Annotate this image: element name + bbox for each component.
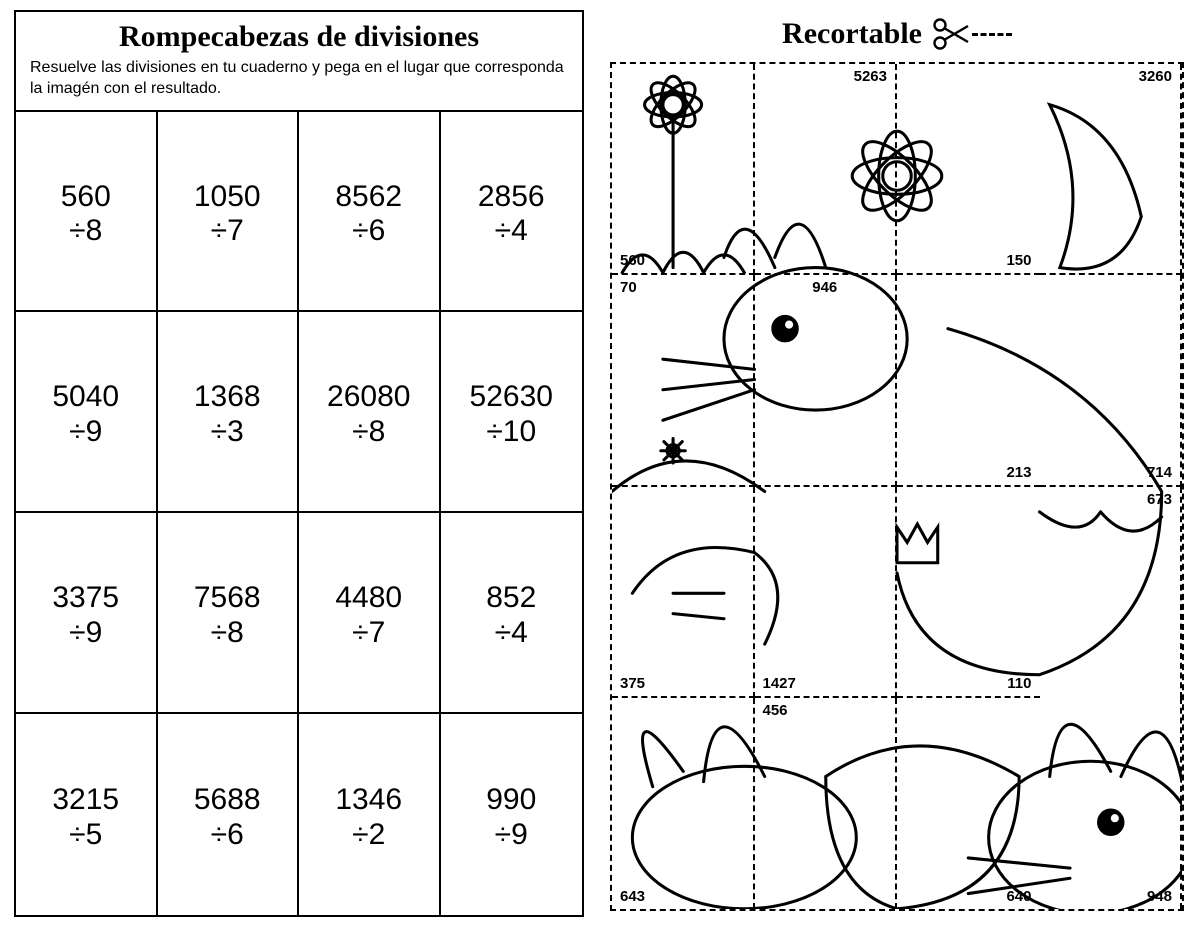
tile-number: 3260 bbox=[1135, 66, 1176, 87]
tile-number: 714 bbox=[1143, 462, 1176, 483]
division-cell: 3215÷5 bbox=[16, 714, 158, 915]
divisor: ÷3 bbox=[211, 415, 244, 450]
tile-number: 110 bbox=[1003, 673, 1035, 694]
divisor: ÷8 bbox=[352, 415, 385, 450]
divisor: ÷5 bbox=[69, 818, 102, 853]
cut-line bbox=[972, 33, 1012, 36]
divisor: ÷4 bbox=[495, 214, 528, 249]
dividend: 8562 bbox=[335, 180, 402, 215]
division-grid: 560÷81050÷78562÷62856÷45040÷91368÷326080… bbox=[16, 110, 582, 915]
division-cell: 1050÷7 bbox=[158, 112, 300, 313]
divisor: ÷8 bbox=[69, 214, 102, 249]
tile-number: 640 bbox=[1002, 886, 1035, 907]
dividend: 990 bbox=[486, 783, 536, 818]
dividend: 2856 bbox=[478, 180, 545, 215]
division-puzzle-panel: Rompecabezas de divisiones Resuelve las … bbox=[14, 10, 584, 917]
cutout-tile: 643 bbox=[612, 698, 755, 909]
cutout-tile: 640 bbox=[897, 698, 1040, 909]
dividend: 3375 bbox=[52, 581, 119, 616]
dividend: 7568 bbox=[194, 581, 261, 616]
dividend: 560 bbox=[61, 180, 111, 215]
cutout-tile: 714 bbox=[1040, 275, 1183, 486]
division-cell: 2856÷4 bbox=[441, 112, 583, 313]
tile-number: 1427 bbox=[759, 673, 800, 694]
division-cell: 1368÷3 bbox=[158, 312, 300, 513]
division-cell: 4480÷7 bbox=[299, 513, 441, 714]
cutout-tile: 375 bbox=[612, 487, 755, 698]
left-instructions: Resuelve las divisiones en tu cuaderno y… bbox=[30, 58, 568, 100]
cutout-grid: 560 5263 150 3260 70 946 213 714 375 1427 110 673 64… bbox=[610, 62, 1184, 911]
tile-number: 560 bbox=[616, 250, 649, 271]
scissors-icon bbox=[930, 17, 1012, 51]
right-header: Recortable bbox=[608, 10, 1186, 58]
divisor: ÷2 bbox=[352, 818, 385, 853]
divisor: ÷7 bbox=[211, 214, 244, 249]
divisor: ÷9 bbox=[495, 818, 528, 853]
cutout-tile: 70 bbox=[612, 275, 755, 486]
division-cell: 560÷8 bbox=[16, 112, 158, 313]
cutout-tile: 3260 bbox=[1040, 64, 1183, 275]
divisor: ÷4 bbox=[495, 616, 528, 651]
division-cell: 1346÷2 bbox=[299, 714, 441, 915]
divisor: ÷6 bbox=[211, 818, 244, 853]
left-title: Rompecabezas de divisiones bbox=[30, 20, 568, 54]
division-cell: 26080÷8 bbox=[299, 312, 441, 513]
dividend: 5040 bbox=[52, 380, 119, 415]
dividend: 5688 bbox=[194, 783, 261, 818]
left-header: Rompecabezas de divisiones Resuelve las … bbox=[16, 12, 582, 110]
divisor: ÷6 bbox=[352, 214, 385, 249]
tile-number: 150 bbox=[1002, 250, 1035, 271]
worksheet-page: Rompecabezas de divisiones Resuelve las … bbox=[0, 0, 1200, 927]
cutout-tile: 946 bbox=[755, 275, 898, 486]
tile-number: 5263 bbox=[850, 66, 891, 87]
dividend: 3215 bbox=[52, 783, 119, 818]
cutout-tile: 560 bbox=[612, 64, 755, 275]
division-cell: 5688÷6 bbox=[158, 714, 300, 915]
cutout-tile: 213 bbox=[897, 275, 1040, 486]
division-cell: 3375÷9 bbox=[16, 513, 158, 714]
divisor: ÷7 bbox=[352, 616, 385, 651]
cutout-tile: 5263 bbox=[755, 64, 898, 275]
cutout-tile: 1427 bbox=[755, 487, 898, 698]
divisor: ÷9 bbox=[69, 415, 102, 450]
division-cell: 852÷4 bbox=[441, 513, 583, 714]
division-cell: 990÷9 bbox=[441, 714, 583, 915]
tile-number: 643 bbox=[616, 886, 649, 907]
divisor: ÷9 bbox=[69, 616, 102, 651]
division-cell: 8562÷6 bbox=[299, 112, 441, 313]
dividend: 1346 bbox=[335, 783, 402, 818]
dividend: 26080 bbox=[327, 380, 410, 415]
dividend: 1368 bbox=[194, 380, 261, 415]
tile-number: 70 bbox=[616, 277, 641, 298]
dividend: 1050 bbox=[194, 180, 261, 215]
cutout-tile: 150 bbox=[897, 64, 1040, 275]
division-cell: 5040÷9 bbox=[16, 312, 158, 513]
cutout-tile: 673 bbox=[1040, 487, 1183, 698]
right-title: Recortable bbox=[782, 17, 922, 51]
division-cell: 52630÷10 bbox=[441, 312, 583, 513]
dividend: 52630 bbox=[470, 380, 553, 415]
divisor: ÷10 bbox=[486, 415, 536, 450]
dividend: 852 bbox=[486, 581, 536, 616]
tile-number: 456 bbox=[759, 700, 792, 721]
dividend: 4480 bbox=[335, 581, 402, 616]
division-cell: 7568÷8 bbox=[158, 513, 300, 714]
tile-number: 946 bbox=[808, 277, 841, 298]
tile-number: 673 bbox=[1143, 489, 1176, 510]
cutout-panel: Recortable bbox=[608, 10, 1186, 917]
cutout-tile: 110 bbox=[897, 487, 1040, 698]
divisor: ÷8 bbox=[211, 616, 244, 651]
tile-number: 375 bbox=[616, 673, 649, 694]
cutout-tile: 948 bbox=[1040, 698, 1183, 909]
tile-number: 213 bbox=[1002, 462, 1035, 483]
cutout-tile: 456 bbox=[755, 698, 898, 909]
tile-number: 948 bbox=[1143, 886, 1176, 907]
